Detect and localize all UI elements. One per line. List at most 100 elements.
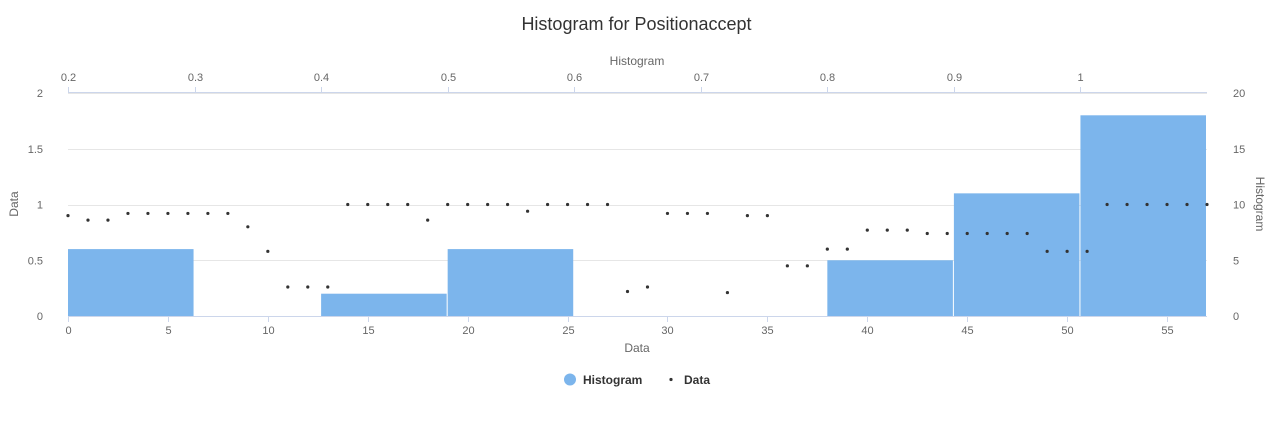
data-point-38[interactable] — [825, 247, 829, 251]
data-point-34[interactable] — [745, 214, 750, 218]
data-point-26[interactable] — [585, 202, 590, 207]
legend-data-label: Data — [684, 373, 710, 387]
data-point-7[interactable] — [206, 211, 210, 216]
data-point-0[interactable] — [66, 214, 70, 218]
data-point-33[interactable] — [725, 290, 730, 295]
histogram-bar-6[interactable] — [827, 260, 953, 316]
data-point-51[interactable] — [1085, 249, 1089, 253]
data-point-35[interactable] — [765, 214, 769, 218]
histogram-bar-8[interactable] — [1080, 115, 1206, 316]
data-point-53[interactable] — [1125, 202, 1129, 207]
data-point-1[interactable] — [86, 218, 90, 222]
data-point-2[interactable] — [106, 218, 110, 222]
data-point-23[interactable] — [525, 209, 530, 213]
data-point-25[interactable] — [565, 202, 570, 207]
histogram-bar-0[interactable] — [68, 249, 194, 316]
histogram-bar-3[interactable] — [447, 249, 574, 316]
data-point-41[interactable] — [885, 228, 889, 232]
data-point-5[interactable] — [166, 211, 170, 216]
data-point-6[interactable] — [186, 211, 190, 216]
bottom-tick-label-8: 40 — [861, 325, 873, 337]
axes: 0 5 10 15 20 25 30 35 40 45 50 550.2 0.3 0.4 0.5 0.6 0.7… — [28, 72, 1246, 337]
data-point-32[interactable] — [705, 211, 710, 216]
data-points — [66, 202, 1209, 295]
right-tick-label-2: 10 — [1233, 200, 1245, 212]
data-point-10[interactable] — [266, 249, 270, 253]
data-point-20[interactable] — [466, 202, 470, 207]
right-axis-title: Histogram — [1253, 177, 1267, 232]
data-point-48[interactable] — [1025, 231, 1029, 236]
right-tick-label-4: 20 — [1233, 88, 1245, 100]
legend-histogram-label: Histogram — [583, 373, 642, 387]
top-tick-label-8: 1 — [1077, 72, 1083, 84]
data-point-57[interactable] — [1205, 202, 1209, 207]
bottom-tick-label-6: 30 — [661, 325, 673, 337]
data-point-21[interactable] — [486, 202, 490, 207]
data-point-36[interactable] — [785, 264, 789, 268]
chart-title: Histogram for Positionaccept — [521, 14, 751, 34]
bottom-tick-label-10: 50 — [1061, 325, 1073, 337]
data-point-45[interactable] — [965, 231, 969, 236]
histogram-bar-2[interactable] — [321, 293, 447, 316]
data-point-18[interactable] — [426, 218, 430, 222]
data-point-17[interactable] — [406, 202, 410, 207]
data-point-52[interactable] — [1105, 202, 1109, 207]
data-point-14[interactable] — [346, 202, 350, 207]
legend-item-histogram[interactable]: Histogram — [564, 373, 642, 387]
data-point-37[interactable] — [805, 264, 809, 268]
data-point-28[interactable] — [625, 289, 630, 294]
data-point-19[interactable] — [446, 202, 450, 207]
histogram-bars — [68, 115, 1206, 316]
left-tick-label-1: 0.5 — [28, 255, 43, 267]
data-point-50[interactable] — [1065, 249, 1069, 253]
data-point-40[interactable] — [865, 228, 869, 232]
data-point-22[interactable] — [506, 202, 510, 207]
data-point-43[interactable] — [925, 231, 929, 236]
left-tick-label-2: 1 — [37, 200, 43, 212]
top-axis-title: Histogram — [610, 54, 665, 68]
right-tick-label-0: 0 — [1233, 311, 1239, 323]
data-point-4[interactable] — [146, 211, 150, 216]
left-tick-label-4: 2 — [37, 88, 43, 100]
data-point-49[interactable] — [1045, 249, 1049, 253]
data-point-12[interactable] — [306, 285, 310, 289]
bottom-tick-label-3: 15 — [362, 325, 374, 337]
right-tick-label-3: 15 — [1233, 144, 1245, 156]
data-point-39[interactable] — [845, 247, 849, 251]
data-point-16[interactable] — [386, 202, 390, 207]
top-tick-label-4: 0.6 — [567, 72, 582, 84]
left-tick-label-0: 0 — [37, 311, 43, 323]
histogram-bar-7[interactable] — [953, 193, 1080, 316]
data-point-44[interactable] — [945, 231, 949, 236]
data-point-13[interactable] — [326, 285, 330, 289]
bottom-tick-label-0: 0 — [65, 325, 71, 337]
left-tick-label-3: 1.5 — [28, 144, 43, 156]
bottom-tick-label-9: 45 — [961, 325, 973, 337]
data-point-56[interactable] — [1185, 202, 1189, 207]
data-point-31[interactable] — [685, 211, 690, 216]
top-tick-label-7: 0.9 — [947, 72, 962, 84]
data-point-30[interactable] — [665, 211, 670, 216]
data-point-9[interactable] — [246, 225, 250, 229]
bottom-tick-label-5: 25 — [562, 325, 574, 337]
data-point-27[interactable] — [605, 202, 610, 207]
data-point-29[interactable] — [645, 285, 650, 289]
data-point-46[interactable] — [985, 231, 989, 236]
data-point-55[interactable] — [1165, 202, 1169, 207]
data-point-47[interactable] — [1005, 231, 1009, 236]
data-point-3[interactable] — [126, 211, 130, 216]
data-point-54[interactable] — [1145, 202, 1149, 207]
data-point-15[interactable] — [366, 202, 370, 207]
data-point-42[interactable] — [905, 228, 909, 232]
data-point-24[interactable] — [545, 202, 550, 207]
data-point-8[interactable] — [226, 211, 230, 216]
right-tick-label-1: 5 — [1233, 255, 1239, 267]
legend-item-data[interactable]: Data — [669, 373, 710, 387]
top-tick-label-5: 0.7 — [694, 72, 709, 84]
legend: Histogram Data — [564, 373, 710, 387]
top-tick-label-1: 0.3 — [188, 72, 203, 84]
bottom-tick-label-7: 35 — [761, 325, 773, 337]
data-point-11[interactable] — [286, 285, 290, 289]
